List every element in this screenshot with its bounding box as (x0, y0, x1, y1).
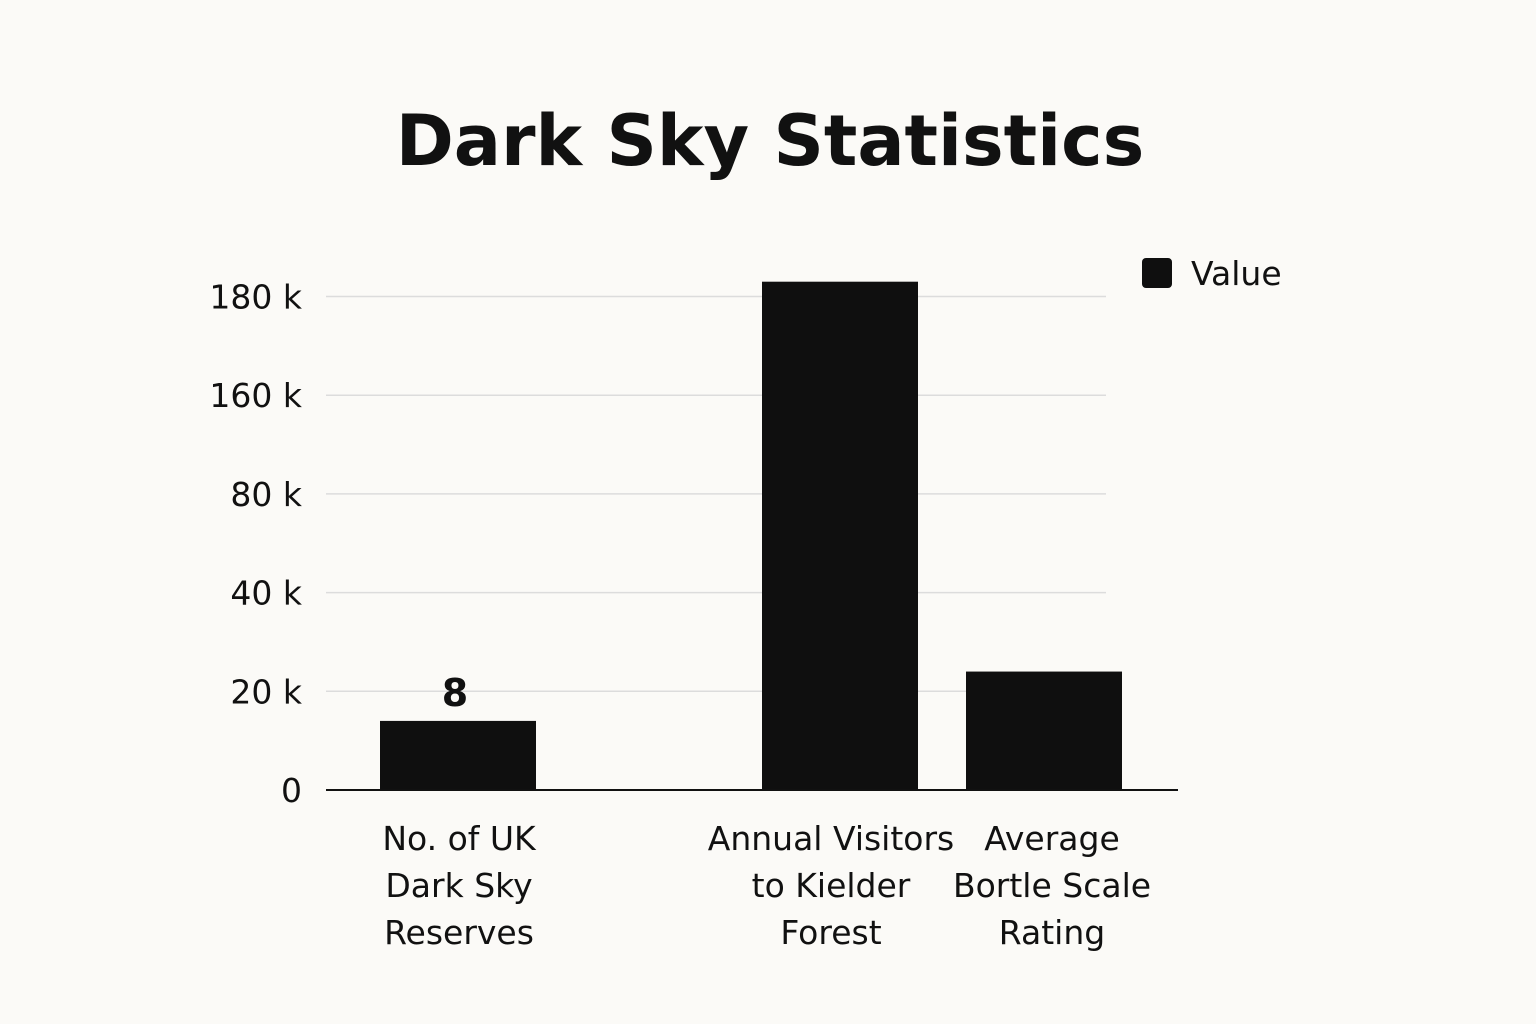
legend-swatch (1142, 258, 1172, 288)
x-tick-label: Annual Visitors to Kielder Forest (708, 819, 954, 952)
y-tick-label: 40 k (230, 574, 302, 613)
y-tick-label: 160 k (209, 376, 302, 415)
y-tick-label: 0 (281, 771, 302, 810)
y-tick-label: 20 k (230, 672, 302, 711)
bar (380, 720, 536, 790)
chart-title: Dark Sky Statistics (395, 100, 1145, 182)
legend-label: Value (1191, 254, 1282, 293)
y-tick-label: 180 k (209, 278, 302, 317)
data-label: 8 (442, 671, 468, 715)
bar (762, 281, 918, 790)
bar (966, 671, 1122, 790)
y-tick-label: 80 k (230, 475, 302, 514)
x-tick-label: No. of UK Dark Sky Reserves (382, 819, 537, 952)
x-tick-label: Average Bortle Scale Rating (953, 819, 1151, 952)
